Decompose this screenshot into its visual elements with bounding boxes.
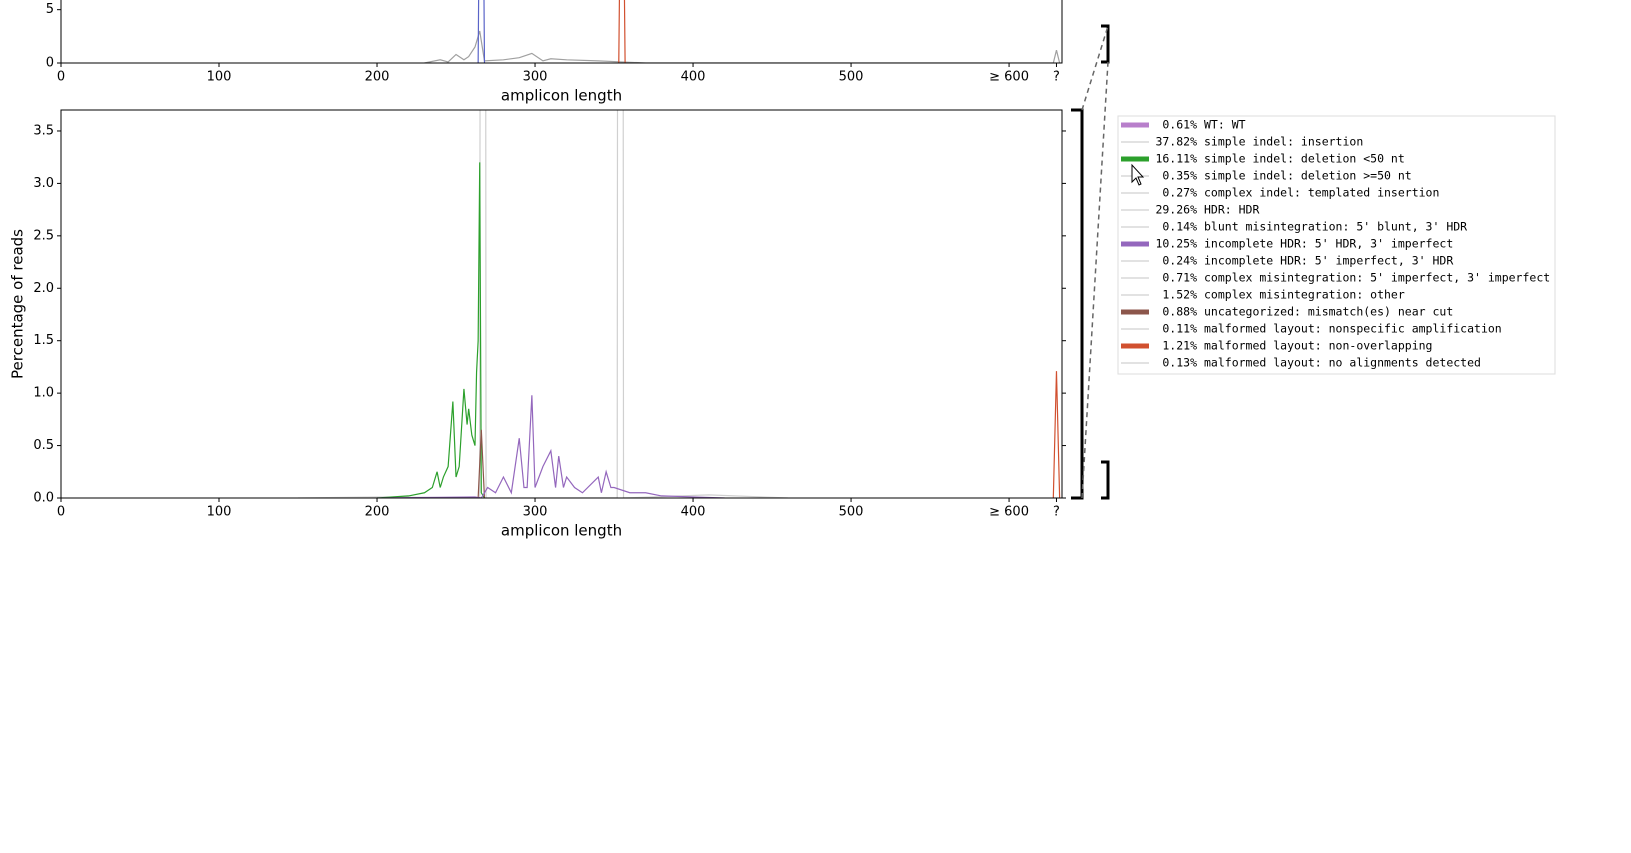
bracket [1101, 24, 1110, 64]
y-tick-label: 1.0 [33, 386, 54, 401]
y-tick-label: 3.5 [33, 123, 54, 138]
mouse-cursor [1131, 163, 1145, 186]
x-tick-label: 100 [207, 70, 232, 85]
zoom-connector [1081, 25, 1109, 111]
y-axis-label: Percentage of reads [9, 229, 27, 379]
legend-share: 16.11% [1155, 152, 1197, 166]
legend-share: 1.52% [1162, 288, 1197, 302]
y-tick-label: 1.5 [33, 333, 54, 348]
legend-label: blunt misintegration: 5' blunt, 3' HDR [1204, 220, 1467, 234]
series-line [618, 0, 626, 63]
x-tick-label: 400 [681, 505, 706, 520]
legend-label: complex misintegration: 5' imperfect, 3'… [1204, 271, 1550, 285]
legend-share: 10.25% [1155, 237, 1197, 251]
legend-share: 37.82% [1155, 135, 1197, 149]
legend-label: simple indel: insertion [1204, 135, 1363, 149]
y-tick-label: 0 [46, 56, 54, 71]
x-tick-label: 500 [839, 70, 864, 85]
zoom-connector [1081, 61, 1109, 499]
x-tick-label: ≥ 600 [989, 505, 1029, 520]
legend-share: 0.14% [1162, 220, 1197, 234]
y-tick-label: 2.0 [33, 281, 54, 296]
series-line [477, 429, 486, 498]
x-tick-label: 0 [57, 70, 65, 85]
legend-share: 0.27% [1162, 186, 1197, 200]
legend-label: incomplete HDR: 5' imperfect, 3' HDR [1204, 254, 1453, 268]
legend-label: incomplete HDR: 5' HDR, 3' imperfect [1204, 237, 1453, 251]
legend-share: 29.26% [1155, 203, 1197, 217]
legend-label: malformed layout: no alignments detected [1204, 356, 1481, 370]
x-tick-label: 300 [523, 70, 548, 85]
plot-frame [60, 0, 1063, 64]
legend-share: 0.13% [1162, 356, 1197, 370]
x-tick-label: ? [1053, 505, 1060, 520]
series-line [376, 162, 485, 498]
x-tick-label: 200 [365, 70, 390, 85]
x-tick-label: ? [1053, 70, 1060, 85]
legend-label: uncategorized: mismatch(es) near cut [1204, 305, 1453, 319]
x-tick-label: 400 [681, 70, 706, 85]
legend-label: complex indel: templated insertion [1204, 186, 1439, 200]
x-tick-label: 100 [207, 505, 232, 520]
y-tick-label: 5 [46, 2, 54, 17]
y-tick-label: 3.0 [33, 176, 54, 191]
series-line [1052, 371, 1061, 498]
legend-share: 0.24% [1162, 254, 1197, 268]
x-tick-label: 0 [57, 505, 65, 520]
legend-share: 1.21% [1162, 339, 1197, 353]
y-tick-label: 0.5 [33, 438, 54, 453]
bracket [1101, 460, 1110, 500]
legend: 0.61% WT: WT 37.82% simple indel: insertion… [1121, 118, 1550, 370]
bracket [1071, 108, 1084, 500]
x-tick-label: 500 [839, 505, 864, 520]
legend-share: 0.71% [1162, 271, 1197, 285]
legend-box [1117, 115, 1556, 375]
legend-label: complex misintegration: other [1204, 288, 1405, 302]
x-tick-label: 200 [365, 505, 390, 520]
legend-share: 0.35% [1162, 169, 1197, 183]
x-axis-label: amplicon length [501, 87, 622, 105]
series-line [424, 30, 1061, 63]
legend-label: WT: WT [1204, 118, 1246, 132]
legend-share: 0.61% [1162, 118, 1197, 132]
series-line [377, 395, 725, 498]
legend-label: malformed layout: nonspecific amplificat… [1204, 322, 1502, 336]
legend-label: simple indel: deletion >=50 nt [1204, 169, 1412, 183]
y-tick-label: 2.5 [33, 228, 54, 243]
legend-label: malformed layout: non-overlapping [1204, 339, 1432, 353]
y-tick-label: 0.0 [33, 491, 54, 506]
legend-label: HDR: HDR [1204, 203, 1259, 217]
x-tick-label: ≥ 600 [989, 70, 1029, 85]
x-tick-label: 300 [523, 505, 548, 520]
legend-share: 0.11% [1162, 322, 1197, 336]
x-axis-label: amplicon length [501, 522, 622, 540]
plot-frame [60, 109, 1063, 499]
legend-label: simple indel: deletion <50 nt [1204, 152, 1405, 166]
legend-share: 0.88% [1162, 305, 1197, 319]
